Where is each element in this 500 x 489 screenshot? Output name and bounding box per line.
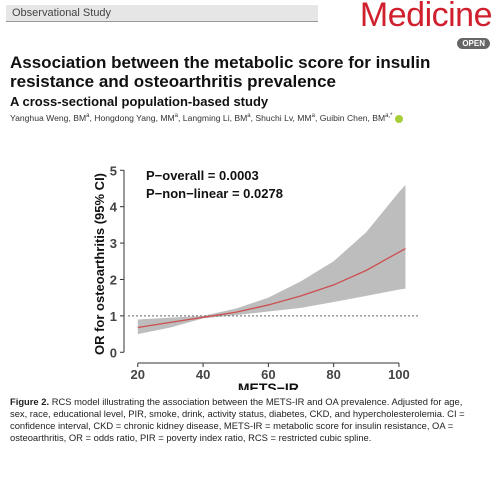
x-tick-label: 60	[261, 367, 275, 382]
y-tick-label: 5	[110, 163, 117, 178]
x-tick-label: 20	[131, 367, 145, 382]
ci-band	[137, 184, 406, 335]
section-label: Observational Study	[6, 5, 318, 22]
author-name: Yanghua Weng, BM	[10, 113, 87, 123]
authors: Yanghua Weng, BMa, Hongdong Yang, MMa, L…	[10, 113, 403, 123]
figure-caption: Figure 2. RCS model illustrating the ass…	[10, 396, 470, 444]
p-value-annotation: P−overall = 0.0003	[146, 168, 259, 183]
article-subtitle: A cross-sectional population-based study	[10, 94, 269, 109]
author-affiliation: a	[174, 113, 179, 120]
y-tick-label: 1	[110, 309, 117, 324]
x-tick-label: 80	[326, 367, 340, 382]
author-name: , Shuchi Lv, MM	[250, 113, 312, 123]
y-tick-label: 3	[110, 236, 117, 251]
journal-name: Medicine	[359, 0, 493, 34]
open-badge: OPEN	[457, 38, 490, 49]
orcid-icon[interactable]	[394, 114, 403, 123]
x-tick-label: 40	[196, 367, 210, 382]
y-tick-label: 0	[110, 345, 117, 360]
chart: 0 1 2 3 4 5 20 40 60 80 100 METS−IR OR for osteoarth…	[92, 163, 420, 390]
author-name: , Hongdong Yang, MM	[89, 113, 175, 123]
y-tick-label: 4	[110, 200, 118, 215]
author-affiliation: a,*	[385, 113, 393, 120]
p-value-annotation: P−non−linear = 0.0278	[146, 186, 283, 201]
caption-text: RCS model illustrating the association b…	[10, 396, 465, 443]
article-title: Association between the metabolic score …	[10, 53, 431, 91]
y-axis-label: OR for osteoarthritis (95% CI)	[92, 173, 107, 355]
author-affiliation: a	[247, 113, 251, 120]
author-name: , Guibin Chen, BM	[314, 113, 386, 123]
author-affiliation: a	[311, 113, 315, 120]
x-tick-label: 100	[388, 367, 410, 382]
caption-label: Figure 2.	[10, 396, 50, 407]
or-curve	[137, 247, 406, 329]
x-axis-label: METS−IR	[238, 380, 299, 390]
author-affiliation: a	[86, 113, 90, 120]
author-name: , Langming Li, BM	[178, 113, 248, 123]
y-tick-label: 2	[110, 272, 117, 287]
